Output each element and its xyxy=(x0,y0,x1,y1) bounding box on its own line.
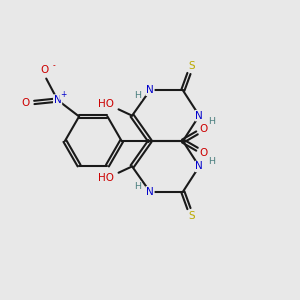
Text: S: S xyxy=(188,211,195,221)
Text: N: N xyxy=(195,111,203,121)
Text: S: S xyxy=(188,61,195,71)
Text: O: O xyxy=(40,65,49,75)
Text: N: N xyxy=(146,187,154,197)
Text: N: N xyxy=(54,95,61,105)
Text: N: N xyxy=(195,161,203,171)
Text: H: H xyxy=(208,157,215,166)
Text: O: O xyxy=(21,98,29,108)
Text: +: + xyxy=(60,90,67,99)
Text: H: H xyxy=(208,116,215,125)
Text: H: H xyxy=(134,182,141,191)
Text: O: O xyxy=(200,148,208,158)
Text: HO: HO xyxy=(98,173,114,183)
Text: H: H xyxy=(134,91,141,100)
Text: HO: HO xyxy=(98,99,114,109)
Text: O: O xyxy=(200,124,208,134)
Text: N: N xyxy=(146,85,154,95)
Text: -: - xyxy=(53,61,56,70)
